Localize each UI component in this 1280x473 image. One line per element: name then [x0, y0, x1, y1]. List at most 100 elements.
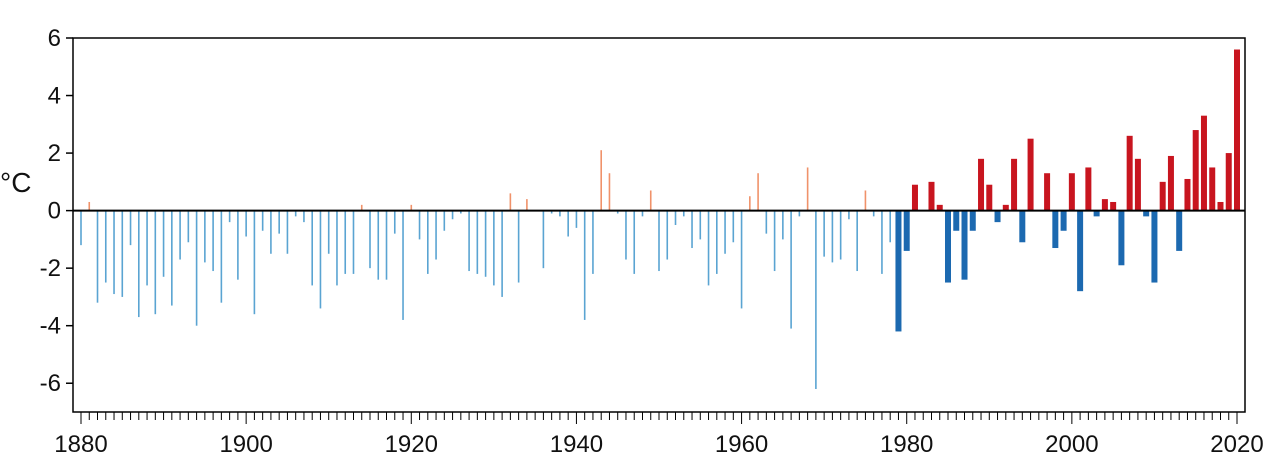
bar-1891	[171, 210, 173, 306]
bar-1888	[146, 210, 148, 286]
bar-1949	[649, 190, 652, 211]
bar-1954	[691, 210, 693, 249]
bar-1960	[740, 210, 743, 309]
bar-1969	[815, 210, 817, 389]
bar-2014	[1184, 178, 1191, 211]
bar-1941	[583, 210, 586, 320]
y-tick-label: -2	[40, 255, 61, 282]
bar-2004	[1101, 199, 1108, 211]
bar-1981	[911, 184, 918, 211]
bar-1923	[435, 210, 437, 260]
bar-2012	[1167, 155, 1174, 211]
bar-1922	[427, 210, 429, 274]
bar-2018	[1217, 201, 1224, 211]
bar-1968	[806, 167, 809, 211]
bar-1999	[1060, 210, 1067, 231]
bar-1904	[278, 210, 280, 234]
bar-2000	[1068, 173, 1075, 211]
x-tick-label: 2000	[1045, 431, 1098, 458]
bar-1944	[608, 173, 611, 211]
bar-2003	[1093, 210, 1100, 217]
bar-1919	[402, 210, 404, 320]
bar-1899	[237, 210, 239, 280]
bar-1951	[666, 210, 669, 260]
bar-1883	[104, 210, 107, 283]
bar-1911	[336, 210, 338, 286]
y-tick-label: -6	[40, 370, 61, 397]
bar-2016	[1200, 115, 1207, 211]
bar-1933	[517, 210, 520, 283]
bar-1913	[352, 210, 355, 274]
bar-2013	[1176, 210, 1183, 251]
bar-1977	[881, 210, 883, 274]
x-tick-label: 1940	[550, 431, 603, 458]
bar-2011	[1159, 181, 1166, 211]
bar-1986	[953, 210, 960, 231]
bar-1894	[195, 210, 198, 326]
bar-1927	[468, 210, 470, 272]
bar-1963	[765, 210, 768, 234]
x-tick-label: 1980	[880, 431, 933, 458]
bar-2001	[1077, 210, 1084, 292]
bar-1898	[228, 210, 231, 223]
bar-1997	[1044, 173, 1051, 211]
bar-1970	[823, 210, 825, 257]
bar-1993	[1011, 158, 1018, 211]
bar-1931	[501, 210, 503, 297]
bar-1907	[303, 210, 305, 223]
bar-1926	[460, 210, 462, 214]
bar-1961	[749, 196, 751, 211]
bar-1884	[113, 210, 115, 295]
bar-1974	[856, 210, 858, 272]
bar-2010	[1151, 210, 1158, 283]
bar-1882	[96, 210, 99, 303]
bar-1983	[928, 181, 935, 211]
bar-1918	[393, 210, 396, 234]
bar-1929	[484, 210, 487, 277]
bar-1989	[978, 158, 985, 211]
bar-1991	[994, 210, 1001, 223]
bar-1910	[327, 210, 330, 254]
bar-2015	[1192, 130, 1199, 211]
bar-1906	[294, 210, 297, 217]
x-tick-label: 1960	[715, 431, 768, 458]
y-tick-label: 4	[48, 83, 61, 110]
bar-1965	[782, 210, 784, 240]
x-tick-label: 2020	[1210, 431, 1263, 458]
bar-1948	[641, 210, 644, 217]
bar-1992	[1002, 204, 1009, 211]
bar-1896	[212, 210, 214, 272]
bar-1920	[410, 204, 413, 211]
bar-1880	[80, 210, 82, 246]
bar-1967	[798, 210, 801, 217]
bar-1900	[245, 210, 247, 237]
bar-1930	[493, 210, 495, 286]
bar-1893	[187, 210, 190, 243]
bar-1979	[895, 210, 902, 332]
bar-1985	[945, 210, 951, 283]
bar-1971	[831, 210, 834, 263]
bar-1936	[542, 210, 545, 269]
bar-series	[80, 49, 1240, 389]
bar-1937	[550, 210, 553, 214]
bar-1942	[592, 210, 594, 274]
bar-1901	[253, 210, 256, 315]
bar-1889	[154, 210, 157, 315]
bar-1980	[903, 210, 910, 251]
bar-1905	[286, 210, 289, 254]
x-tick-label: 1880	[54, 431, 107, 458]
bar-1928	[476, 210, 479, 274]
bar-1903	[270, 210, 272, 254]
y-axis-unit-label: °C	[0, 167, 31, 198]
bar-1955	[699, 210, 702, 240]
bar-1998	[1052, 210, 1059, 249]
bar-1917	[385, 210, 388, 280]
bar-1964	[773, 210, 776, 272]
bar-1940	[575, 210, 578, 228]
bar-1958	[724, 210, 726, 254]
bar-1959	[732, 210, 735, 243]
x-tick-label: 1900	[219, 431, 272, 458]
y-tick-label: -4	[40, 313, 61, 340]
bar-1887	[138, 210, 140, 318]
